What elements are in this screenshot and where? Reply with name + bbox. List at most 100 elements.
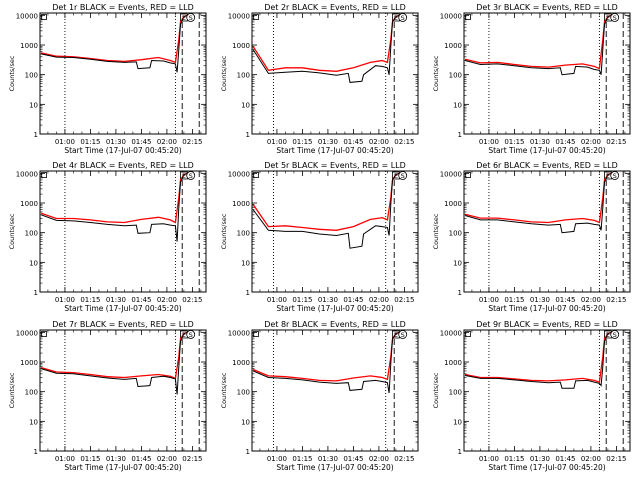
- plot-title: Det 1r BLACK = Events, RED = LLD: [52, 3, 194, 12]
- x-tick-label: 01:45: [343, 138, 363, 146]
- y-tick-label: 1000: [444, 42, 462, 50]
- x-tick-label: 01:15: [80, 296, 100, 304]
- y-tick-label: 10: [29, 259, 38, 267]
- x-tick-label: 02:15: [182, 138, 202, 146]
- corner-marker-square: [41, 331, 47, 337]
- plot-title: Det 9r BLACK = Events, RED = LLD: [476, 320, 618, 329]
- marker-label: E: [394, 14, 398, 22]
- series-line-events: [465, 331, 612, 389]
- series-line-events: [252, 172, 400, 249]
- x-tick-label: 01:45: [131, 296, 151, 304]
- x-tick-label: 01:00: [479, 455, 499, 463]
- x-tick-label: 02:15: [606, 138, 626, 146]
- plot-panel-2: Det 2r BLACK = Events, RED = LLD 1 10 100 10…: [220, 3, 419, 155]
- x-tick-label: 01:15: [292, 296, 312, 304]
- y-tick-label: 1: [458, 289, 462, 297]
- marker-label: E: [394, 172, 398, 180]
- y-tick-label: 10000: [440, 329, 462, 337]
- y-tick-label: 1: [458, 131, 462, 139]
- x-axis-label: Start Time (17-Jul-07 00:45:20): [64, 463, 181, 472]
- y-tick-label: 10: [241, 259, 250, 267]
- x-tick-label: 01:15: [80, 455, 100, 463]
- series-line-lld: [464, 172, 612, 224]
- series-line-lld: [464, 14, 612, 70]
- plot-frame: [39, 12, 207, 135]
- x-tick-label: 02:00: [157, 455, 177, 463]
- plot-frame: [251, 170, 419, 293]
- corner-marker-square: [253, 14, 259, 20]
- series-line-events: [252, 331, 400, 394]
- x-tick-label: 01:30: [106, 296, 126, 304]
- marker-label: S: [613, 14, 617, 22]
- x-tick-label: 01:15: [504, 296, 524, 304]
- corner-marker-square: [253, 172, 259, 178]
- marker-circle: [610, 330, 620, 339]
- y-axis-label: Counts/sec: [432, 55, 440, 91]
- x-tick-label: 01:30: [106, 138, 126, 146]
- plot-panel-8: Det 8r BLACK = Events, RED = LLD 1 10 100 10…: [220, 320, 419, 472]
- x-tick-label: 01:45: [131, 455, 151, 463]
- y-tick-label: 1000: [20, 42, 38, 50]
- marker-circle: [186, 13, 196, 22]
- series-line-lld: [252, 172, 400, 231]
- marker-circle: [398, 330, 408, 339]
- series-line-lld: [252, 331, 400, 382]
- plot-panel-3: Det 3r BLACK = Events, RED = LLD 1 10 100 10…: [432, 3, 631, 155]
- x-tick-label: 01:00: [267, 455, 287, 463]
- plot-frame: [39, 170, 207, 293]
- x-tick-label: 01:30: [318, 296, 338, 304]
- y-tick-label: 100: [237, 72, 250, 80]
- x-tick-label: 01:15: [292, 138, 312, 146]
- series-line-lld: [464, 331, 612, 383]
- y-tick-label: 100: [25, 389, 38, 397]
- y-tick-label: 1000: [444, 359, 462, 367]
- x-tick-label: 01:15: [80, 138, 100, 146]
- plot-frame: [463, 12, 631, 135]
- y-tick-label: 100: [237, 230, 250, 238]
- marker-label: E: [606, 331, 610, 339]
- series-line-events: [40, 172, 188, 242]
- y-tick-label: 100: [449, 389, 462, 397]
- y-tick-label: 1: [34, 448, 38, 456]
- marker-label: S: [613, 172, 617, 180]
- marker-label: S: [401, 172, 405, 180]
- y-tick-label: 100: [237, 389, 250, 397]
- x-tick-label: 01:45: [555, 455, 575, 463]
- plot-title: Det 2r BLACK = Events, RED = LLD: [264, 3, 406, 12]
- y-tick-label: 100: [25, 72, 38, 80]
- x-tick-label: 01:45: [555, 296, 575, 304]
- plot-title: Det 5r BLACK = Events, RED = LLD: [264, 161, 406, 170]
- x-tick-label: 02:00: [369, 296, 389, 304]
- x-axis-label: Start Time (17-Jul-07 00:45:20): [488, 146, 605, 155]
- corner-marker-square: [465, 14, 471, 20]
- plot-panel-4: Det 4r BLACK = Events, RED = LLD 1 10 100 10…: [8, 161, 207, 313]
- x-tick-label: 02:00: [369, 455, 389, 463]
- x-axis-label: Start Time (17-Jul-07 00:45:20): [488, 463, 605, 472]
- y-tick-label: 10000: [440, 170, 462, 178]
- marker-label: S: [401, 331, 405, 339]
- y-tick-label: 100: [25, 230, 38, 238]
- series-line-events: [252, 14, 400, 83]
- marker-label: S: [189, 172, 193, 180]
- x-tick-label: 01:30: [530, 138, 550, 146]
- y-tick-label: 10: [29, 101, 38, 109]
- x-axis-label: Start Time (17-Jul-07 00:45:20): [488, 304, 605, 313]
- y-axis-label: Counts/sec: [8, 372, 16, 408]
- y-tick-label: 1000: [232, 42, 250, 50]
- x-tick-label: 02:00: [369, 138, 389, 146]
- marker-label: E: [394, 331, 398, 339]
- marker-label: E: [606, 172, 610, 180]
- corner-marker-square: [465, 331, 471, 337]
- marker-label: E: [182, 172, 186, 180]
- y-tick-label: 1: [246, 448, 250, 456]
- x-tick-label: 01:15: [504, 138, 524, 146]
- x-tick-label: 01:30: [530, 296, 550, 304]
- y-tick-label: 10: [453, 101, 462, 109]
- marker-label: E: [606, 14, 610, 22]
- plot-frame: [39, 329, 207, 452]
- x-tick-label: 01:00: [267, 296, 287, 304]
- y-tick-label: 10000: [16, 170, 38, 178]
- plot-panel-5: Det 5r BLACK = Events, RED = LLD 1 10 100 10…: [220, 161, 419, 313]
- x-tick-label: 01:00: [267, 138, 287, 146]
- y-axis-label: Counts/sec: [432, 372, 440, 408]
